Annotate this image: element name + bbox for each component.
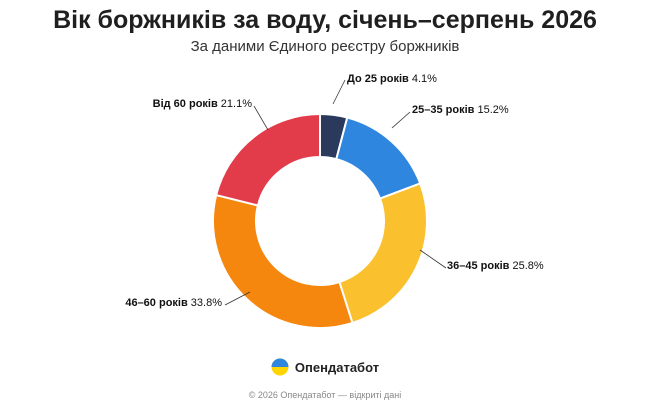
- slice-label: 46–60 років 33.8%: [125, 297, 222, 309]
- leader-line: [253, 105, 269, 131]
- chart-title: Вік боржників за воду, січень–серпень 20…: [53, 6, 597, 34]
- slice-label: До 25 років 4.1%: [347, 73, 437, 85]
- donut-slice: [338, 182, 428, 325]
- slice-label: Від 60 років 21.1%: [153, 98, 253, 110]
- slice-value: 15.2%: [477, 104, 508, 116]
- slice-category: Від 60 років: [153, 98, 221, 110]
- slice-category: 46–60 років: [125, 297, 190, 309]
- donut-slice: [335, 116, 422, 200]
- brand: Опендатабот: [0, 358, 650, 376]
- leader-line: [332, 79, 346, 105]
- opendatabot-logo-icon: [271, 358, 289, 376]
- footer-credit: © 2026 Опендатабот — відкриті дані: [248, 390, 402, 400]
- slice-value: 4.1%: [412, 73, 437, 85]
- chart-subtitle: За даними Єдиного реєстру боржників: [190, 38, 460, 55]
- slice-value: 25.8%: [512, 260, 543, 272]
- slice-category: 36–45 років: [447, 260, 512, 272]
- slice-value: 21.1%: [221, 98, 252, 110]
- slice-category: До 25 років: [347, 73, 412, 85]
- leader-line: [224, 291, 251, 306]
- slice-category: 25–35 років: [412, 104, 477, 116]
- leader-line: [419, 249, 447, 269]
- donut-slice: [212, 193, 354, 329]
- leader-line: [391, 111, 411, 129]
- donut-slice: [214, 112, 321, 207]
- brand-name: Опендатабот: [294, 359, 380, 375]
- slice-label: 36–45 років 25.8%: [447, 260, 544, 272]
- slice-label: 25–35 років 15.2%: [412, 104, 509, 116]
- slice-value: 33.8%: [191, 297, 222, 309]
